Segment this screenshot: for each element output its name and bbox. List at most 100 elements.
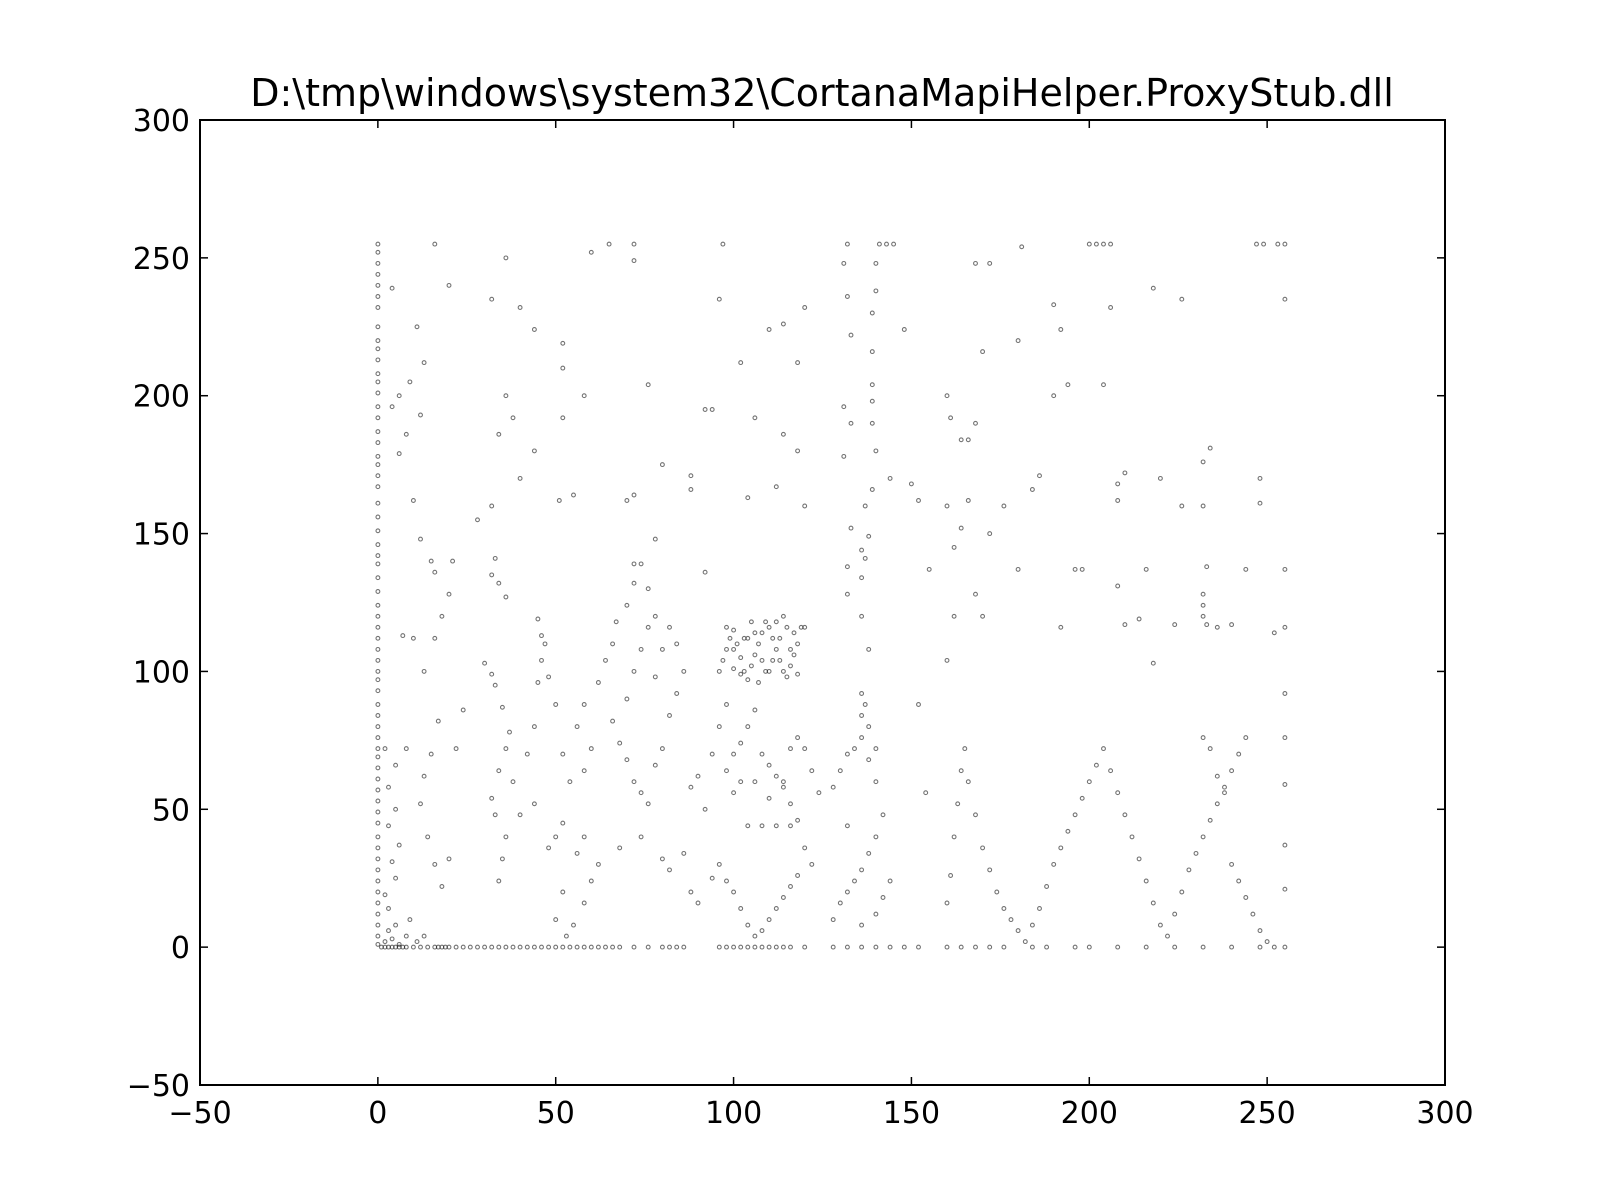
data-point	[1282, 944, 1288, 950]
data-point	[1172, 622, 1178, 628]
data-point	[546, 845, 552, 851]
data-point	[848, 420, 854, 426]
data-point	[873, 834, 879, 840]
data-point	[770, 635, 776, 641]
data-point	[393, 922, 399, 928]
data-point	[1115, 498, 1121, 503]
data-point	[731, 646, 737, 652]
data-point	[994, 889, 1000, 895]
data-point	[869, 398, 875, 404]
data-point	[560, 820, 566, 826]
data-point	[841, 404, 847, 410]
data-point	[873, 779, 879, 785]
data-point	[1214, 773, 1220, 779]
data-point	[724, 944, 729, 950]
data-point	[802, 845, 808, 851]
data-point	[492, 682, 498, 688]
data-point	[421, 360, 427, 366]
data-point	[1229, 768, 1235, 774]
data-point	[1179, 296, 1185, 302]
data-point	[1200, 944, 1206, 950]
data-point	[535, 680, 541, 685]
data-point	[866, 533, 872, 539]
data-point	[439, 613, 445, 619]
data-point	[745, 922, 751, 928]
data-point	[901, 327, 907, 332]
data-point	[756, 680, 761, 685]
data-point	[1129, 834, 1135, 840]
data-point	[375, 878, 381, 884]
data-point	[453, 746, 459, 752]
data-point	[667, 944, 672, 950]
data-point	[738, 779, 744, 785]
data-point	[752, 707, 758, 713]
data-point	[645, 382, 651, 388]
data-point	[482, 660, 488, 666]
data-point	[724, 878, 729, 884]
data-point	[375, 602, 381, 608]
data-point	[467, 944, 473, 950]
data-point	[389, 404, 395, 410]
data-point	[560, 340, 566, 346]
data-point	[741, 635, 747, 641]
data-point	[841, 453, 847, 459]
data-point	[375, 404, 381, 410]
data-point	[965, 779, 971, 785]
y-tick-label: 100	[133, 655, 190, 690]
data-point	[645, 586, 651, 592]
data-point	[709, 751, 715, 757]
data-point	[780, 944, 786, 950]
data-point	[951, 544, 957, 550]
data-point	[382, 746, 388, 752]
data-point	[393, 875, 399, 881]
data-point	[375, 575, 381, 581]
data-point	[375, 260, 381, 266]
data-point	[624, 602, 630, 608]
data-point	[1086, 241, 1092, 247]
data-point	[788, 801, 793, 807]
data-point	[375, 845, 381, 851]
data-point	[524, 751, 530, 757]
data-point	[1207, 746, 1213, 752]
data-point	[951, 613, 957, 619]
x-tick-label: 300	[1416, 1096, 1473, 1131]
data-point	[759, 944, 765, 950]
data-point	[784, 674, 790, 680]
data-point	[862, 503, 868, 509]
data-point	[1037, 906, 1042, 911]
data-point	[1065, 828, 1071, 834]
data-point	[375, 889, 381, 895]
data-point	[695, 900, 701, 906]
data-point	[1282, 886, 1288, 892]
data-point	[1200, 602, 1206, 608]
data-point	[844, 564, 850, 570]
data-point	[852, 878, 857, 884]
data-point	[1086, 944, 1092, 950]
data-point	[1150, 660, 1156, 666]
data-point	[375, 294, 381, 299]
data-point	[610, 641, 616, 647]
data-point	[1236, 878, 1242, 884]
data-point	[752, 630, 758, 636]
data-point	[688, 889, 694, 895]
data-point	[375, 249, 381, 255]
data-point	[1058, 845, 1064, 851]
data-point	[948, 415, 954, 421]
data-point	[492, 555, 498, 561]
data-point	[688, 487, 694, 492]
data-point	[748, 663, 754, 669]
data-point	[944, 900, 950, 906]
data-point	[773, 823, 779, 829]
data-point	[386, 823, 391, 829]
data-point	[553, 917, 559, 923]
data-point	[375, 922, 381, 928]
data-point	[503, 594, 509, 600]
data-point	[756, 641, 761, 647]
data-point	[958, 768, 964, 774]
data-point	[375, 635, 381, 641]
data-point	[613, 619, 619, 625]
y-tick-label: 0	[171, 931, 190, 966]
data-point	[716, 668, 722, 674]
data-point	[880, 812, 886, 818]
data-point	[1136, 616, 1142, 622]
